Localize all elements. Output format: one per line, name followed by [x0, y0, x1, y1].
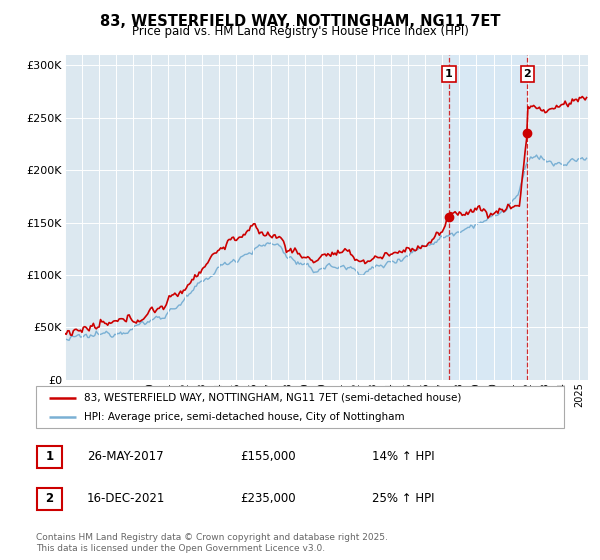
Text: Price paid vs. HM Land Registry's House Price Index (HPI): Price paid vs. HM Land Registry's House …	[131, 25, 469, 38]
FancyBboxPatch shape	[36, 386, 564, 428]
Text: £155,000: £155,000	[240, 450, 296, 464]
Text: 26-MAY-2017: 26-MAY-2017	[87, 450, 164, 464]
Text: 25% ↑ HPI: 25% ↑ HPI	[372, 492, 434, 506]
FancyBboxPatch shape	[37, 446, 62, 468]
Text: 16-DEC-2021: 16-DEC-2021	[87, 492, 166, 506]
Text: 14% ↑ HPI: 14% ↑ HPI	[372, 450, 434, 464]
Text: 2: 2	[46, 492, 53, 506]
Text: 2: 2	[523, 69, 531, 79]
Text: HPI: Average price, semi-detached house, City of Nottingham: HPI: Average price, semi-detached house,…	[83, 412, 404, 422]
Text: 83, WESTERFIELD WAY, NOTTINGHAM, NG11 7ET: 83, WESTERFIELD WAY, NOTTINGHAM, NG11 7E…	[100, 14, 500, 29]
Text: 1: 1	[46, 450, 53, 464]
Text: 83, WESTERFIELD WAY, NOTTINGHAM, NG11 7ET (semi-detached house): 83, WESTERFIELD WAY, NOTTINGHAM, NG11 7E…	[83, 393, 461, 403]
FancyBboxPatch shape	[37, 488, 62, 510]
Text: Contains HM Land Registry data © Crown copyright and database right 2025.
This d: Contains HM Land Registry data © Crown c…	[36, 533, 388, 553]
Bar	[449, 55, 527, 380]
Text: £235,000: £235,000	[240, 492, 296, 506]
Text: 1: 1	[445, 69, 453, 79]
